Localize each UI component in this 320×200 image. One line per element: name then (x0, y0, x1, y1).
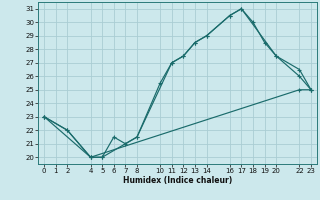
X-axis label: Humidex (Indice chaleur): Humidex (Indice chaleur) (123, 176, 232, 185)
